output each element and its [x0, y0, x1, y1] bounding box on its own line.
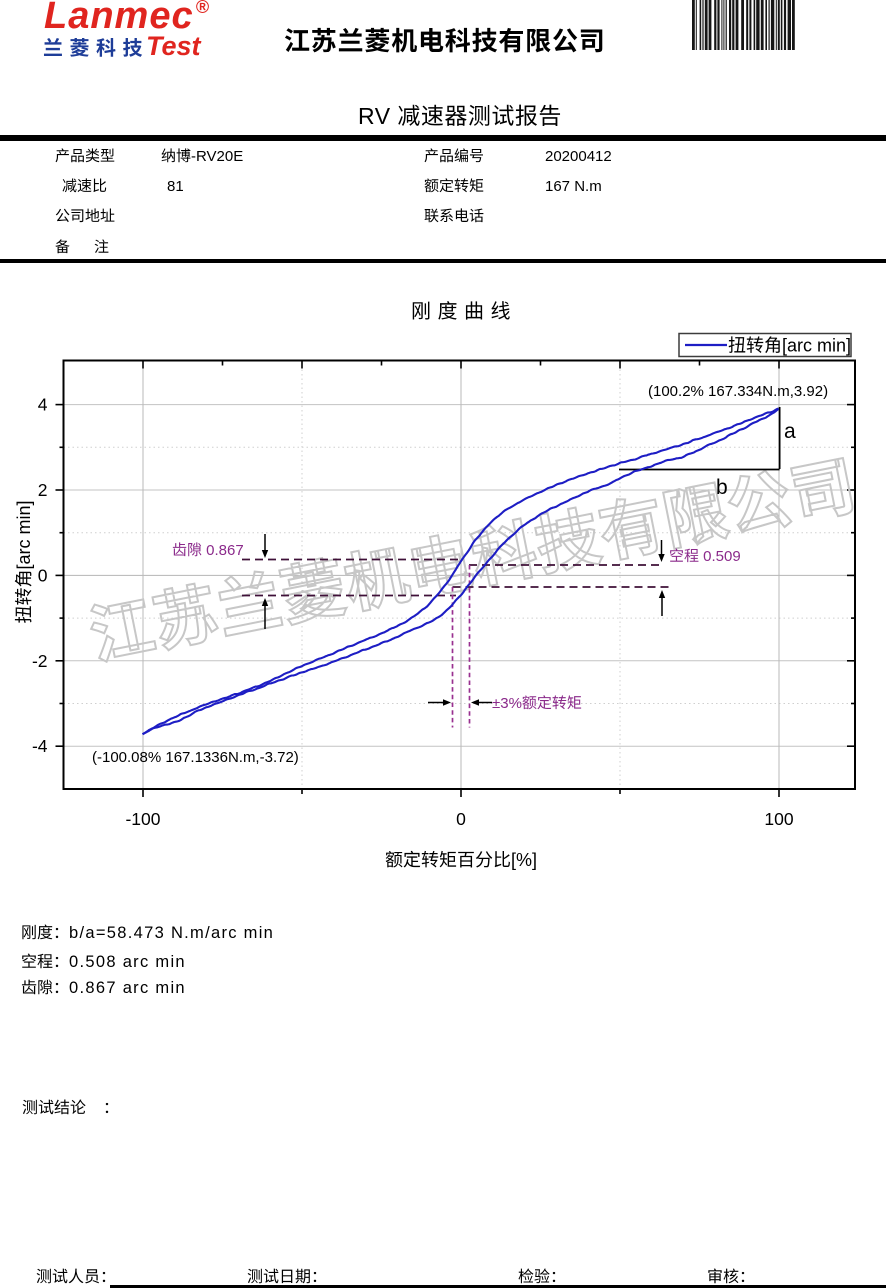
svg-text:刚度曲线: 刚度曲线: [411, 295, 517, 324]
svg-text:扭转角[arc min]: 扭转角[arc min]: [10, 500, 36, 623]
svg-text:-100: -100: [125, 809, 160, 829]
svg-text:-2: -2: [32, 651, 48, 671]
svg-text:a: a: [784, 420, 796, 443]
svg-text:0: 0: [456, 809, 466, 829]
svg-text:-4: -4: [32, 736, 48, 756]
svg-text:4: 4: [38, 395, 48, 415]
svg-text:(100.2% 167.334N.m,3.92): (100.2% 167.334N.m,3.92): [648, 383, 828, 400]
svg-text:b: b: [716, 476, 728, 499]
svg-text:空程 0.509: 空程 0.509: [669, 545, 741, 566]
svg-text:额定转矩百分比[%]: 额定转矩百分比[%]: [385, 846, 537, 872]
svg-text:2: 2: [38, 480, 48, 500]
svg-text:齿隙 0.867: 齿隙 0.867: [172, 539, 244, 560]
svg-text:(-100.08% 167.1336N.m,-3.72): (-100.08% 167.1336N.m,-3.72): [92, 749, 299, 766]
svg-text:0: 0: [38, 565, 48, 585]
svg-text:100: 100: [764, 809, 793, 829]
svg-text:±3%额定转矩: ±3%额定转矩: [492, 692, 582, 713]
svg-text:扭转角[arc min]: 扭转角[arc min]: [728, 332, 851, 358]
